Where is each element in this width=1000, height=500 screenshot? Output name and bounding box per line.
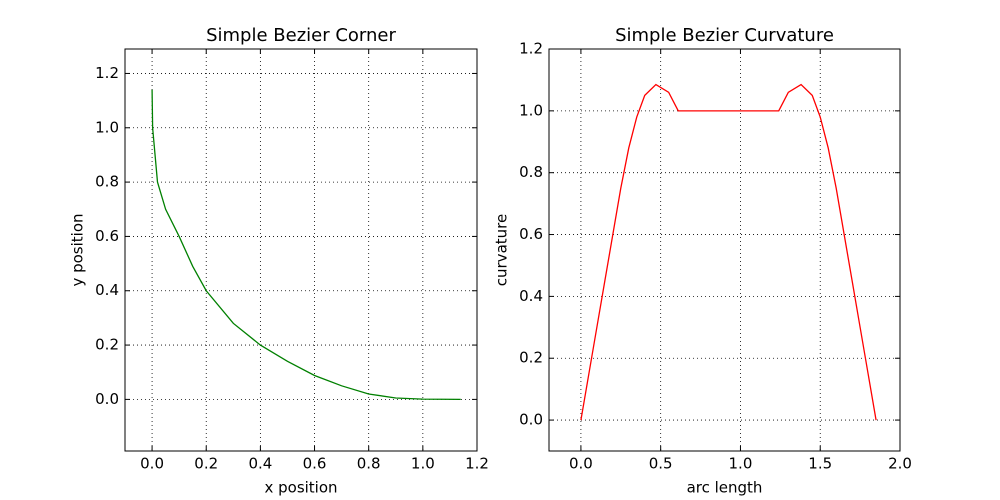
x-axis-label: arc length [687,479,763,497]
y-axis-label: curvature [493,214,511,286]
x-tick-label: 0.4 [248,455,272,473]
y-tick-label: 1.2 [95,64,119,82]
y-tick-label: 0.2 [95,336,119,354]
x-tick-label: 0.8 [357,455,381,473]
x-tick-label: 0.5 [649,455,673,473]
y-tick-label: 0.6 [95,227,119,245]
y-tick-label: 1.0 [95,118,119,136]
y-tick-label: 0.8 [519,163,543,181]
data-line [580,83,877,421]
x-tick-label: 1.0 [411,455,435,473]
y-axis-label: y position [69,213,87,286]
x-axis-label: x position [264,479,337,497]
y-tick-label: 0.0 [519,411,543,429]
y-tick-label: 0.4 [95,281,119,299]
x-tick-label: 0.6 [303,455,327,473]
y-tick-label: 0.8 [95,173,119,191]
y-tick-label: 0.6 [519,225,543,243]
y-tick-label: 0.2 [519,349,543,367]
x-tick-label: 1.0 [729,455,753,473]
x-tick-label: 0.2 [194,455,218,473]
x-tick-label: 0.0 [569,455,593,473]
y-tick-label: 0.0 [95,390,119,408]
x-tick-label: 1.2 [465,455,489,473]
data-line [151,89,461,401]
axes-frame [124,48,478,452]
chart-title: Simple Bezier Corner [206,25,396,46]
x-tick-label: 0.0 [140,455,164,473]
y-tick-label: 0.4 [519,287,543,305]
chart-title: Simple Bezier Curvature [615,25,834,46]
x-tick-label: 1.5 [808,455,832,473]
y-tick-label: 1.0 [519,101,543,119]
axes-frame [548,48,901,452]
x-tick-label: 2.0 [888,455,912,473]
y-tick-label: 1.2 [519,40,543,58]
